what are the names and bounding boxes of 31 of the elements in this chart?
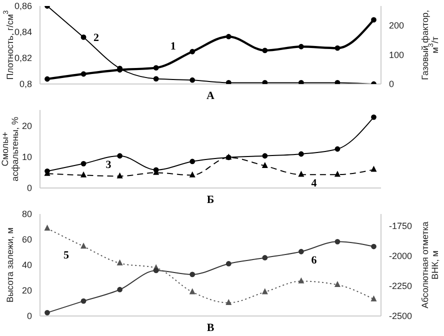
series-label: 5 <box>64 249 70 262</box>
y-tick-label: 0 <box>26 183 32 194</box>
y-tick-label: 10 <box>22 152 32 162</box>
y2-tick-label: -2000 <box>389 251 412 262</box>
y2-tick-label: 0 <box>389 79 394 90</box>
y2-tick-label: -2250 <box>389 281 412 292</box>
series-label: 3 <box>106 158 112 171</box>
series-label: 4 <box>311 178 318 190</box>
x-axis-title: В <box>206 322 215 334</box>
y2-axis-title: Абсолютная отметка ВНК, м <box>420 222 440 308</box>
y-axis-title: Высота залежи, м <box>5 228 15 302</box>
y-tick-label: 0,84 <box>14 27 32 38</box>
y2-tick-label: -1750 <box>389 221 412 232</box>
y2-tick-label: -2500 <box>389 311 412 322</box>
x-axis-title: Б <box>206 194 214 206</box>
y-tick-label: 0 <box>26 311 32 322</box>
y-tick-label: 20 <box>22 286 32 296</box>
y-tick-label: 20 <box>22 120 32 131</box>
series-label: 1 <box>170 40 176 53</box>
y-tick-label: 0,82 <box>14 53 32 64</box>
series-label: 2 <box>94 32 100 44</box>
y-tick-label: 0,86 <box>14 1 32 12</box>
series-label: 6 <box>311 254 318 267</box>
y-tick-label: 40 <box>22 260 32 270</box>
y2-tick-label: 100 <box>389 50 404 60</box>
x-axis-title: А <box>206 90 215 102</box>
y-axis-title: Смолы+ асфальтены, % <box>0 116 20 182</box>
y-tick-label: 60 <box>22 234 32 245</box>
y2-tick-label: 200 <box>389 20 404 30</box>
y-tick-label: 80 <box>22 209 32 220</box>
y-tick-label: 0,8 <box>19 79 32 90</box>
